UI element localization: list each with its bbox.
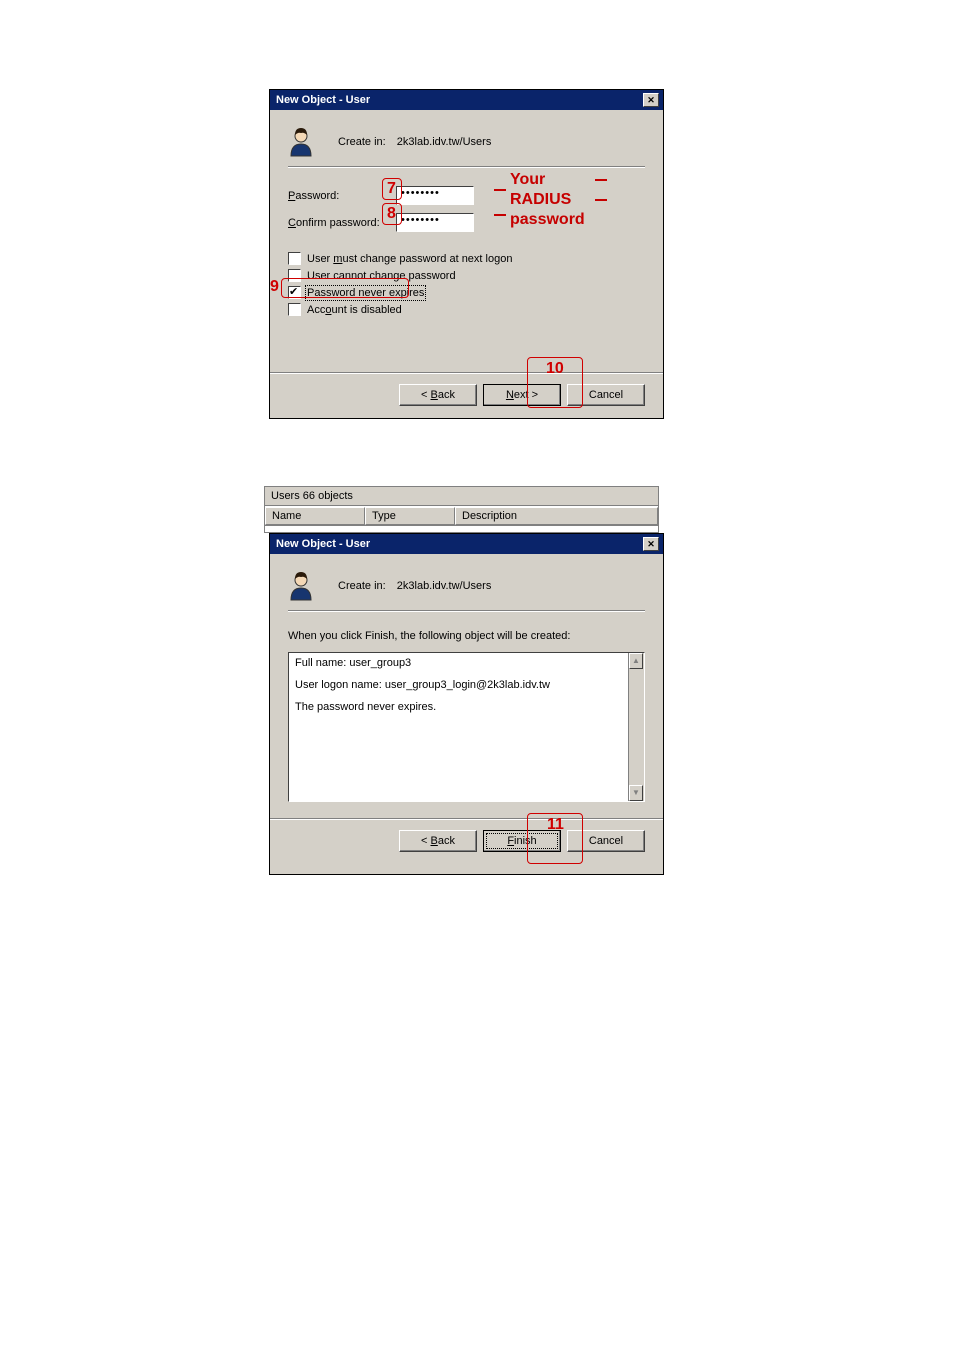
summary-line-1: Full name: user_group3 <box>295 657 638 669</box>
finish-button[interactable]: Finish <box>483 830 561 852</box>
create-in-label: Create in: <box>338 136 386 148</box>
summary-panel: Full name: user_group3 User logon name: … <box>288 652 645 802</box>
users-list-window: Users 66 objects Name Type Description <box>264 486 659 533</box>
dialog-titlebar: New Object - User ✕ <box>270 90 663 110</box>
create-in-label: Create in: <box>338 580 386 592</box>
checkbox-icon[interactable] <box>288 286 301 299</box>
close-icon[interactable]: ✕ <box>643 537 659 551</box>
confirm-password-row: Confirm password: •••••••• <box>288 213 645 232</box>
col-description[interactable]: Description <box>455 507 658 525</box>
create-in: Create in: 2k3lab.idv.tw/Users <box>338 136 491 148</box>
user-icon <box>288 126 320 158</box>
password-label: Password: <box>288 190 396 202</box>
separator <box>270 818 663 820</box>
cb-cannot-change[interactable]: User cannot change password <box>288 269 645 282</box>
col-type[interactable]: Type <box>365 507 455 525</box>
confirm-password-input[interactable]: •••••••• <box>396 213 474 232</box>
confirm-password-label: Confirm password: <box>288 217 396 229</box>
scroll-down-icon[interactable]: ▼ <box>629 785 643 801</box>
dialog-body: Create in: 2k3lab.idv.tw/Users Password:… <box>270 110 663 422</box>
summary-line-2: User logon name: user_group3_login@2k3la… <box>295 679 638 691</box>
cb-cannot-change-label: User cannot change password <box>307 270 456 282</box>
dialog-titlebar: New Object - User ✕ <box>270 534 663 554</box>
password-dialog: New Object - User ✕ Create in: 2k3lab.id… <box>269 89 664 419</box>
users-list-header: Users 66 objects <box>265 487 658 506</box>
create-in-path: 2k3lab.idv.tw/Users <box>397 136 492 148</box>
separator <box>288 166 645 168</box>
create-in-path: 2k3lab.idv.tw/Users <box>397 580 492 592</box>
checkbox-icon[interactable] <box>288 269 301 282</box>
button-row: < Back Finish Cancel <box>288 830 645 852</box>
button-row: < Back Next > Cancel <box>288 384 645 406</box>
cb-never-expires[interactable]: Password never expires <box>288 286 645 299</box>
next-button[interactable]: Next > <box>483 384 561 406</box>
dialog-title: New Object - User <box>276 538 370 550</box>
scroll-up-icon[interactable]: ▲ <box>629 653 643 669</box>
separator <box>270 372 663 374</box>
password-input[interactable]: •••••••• <box>396 186 474 205</box>
cancel-button[interactable]: Cancel <box>567 830 645 852</box>
cb-account-disabled[interactable]: Account is disabled <box>288 303 645 316</box>
create-in-row: Create in: 2k3lab.idv.tw/Users <box>288 126 645 158</box>
cb-must-change-label: User must change password at next logon <box>307 253 512 265</box>
column-headers: Name Type Description <box>265 506 658 526</box>
close-icon[interactable]: ✕ <box>643 93 659 107</box>
dialog-title: New Object - User <box>276 94 370 106</box>
summary-line-3: The password never expires. <box>295 701 638 713</box>
create-in: Create in: 2k3lab.idv.tw/Users <box>338 580 491 592</box>
password-row: Password: •••••••• <box>288 186 645 205</box>
cb-must-change[interactable]: User must change password at next logon <box>288 252 645 265</box>
finish-dialog: New Object - User ✕ Create in: 2k3lab.id… <box>269 533 664 875</box>
scrollbar[interactable]: ▲ ▼ <box>628 653 644 801</box>
cancel-button[interactable]: Cancel <box>567 384 645 406</box>
create-in-row: Create in: 2k3lab.idv.tw/Users <box>288 570 645 602</box>
dialog-body: Create in: 2k3lab.idv.tw/Users When you … <box>270 554 663 868</box>
finish-intro: When you click Finish, the following obj… <box>288 630 645 642</box>
user-icon <box>288 570 320 602</box>
cb-account-disabled-label: Account is disabled <box>307 304 402 316</box>
col-name[interactable]: Name <box>265 507 365 525</box>
back-button[interactable]: < Back <box>399 384 477 406</box>
checkbox-icon[interactable] <box>288 303 301 316</box>
separator <box>288 610 645 612</box>
cb-never-expires-label: Password never expires <box>307 287 424 299</box>
checkbox-icon[interactable] <box>288 252 301 265</box>
back-button[interactable]: < Back <box>399 830 477 852</box>
